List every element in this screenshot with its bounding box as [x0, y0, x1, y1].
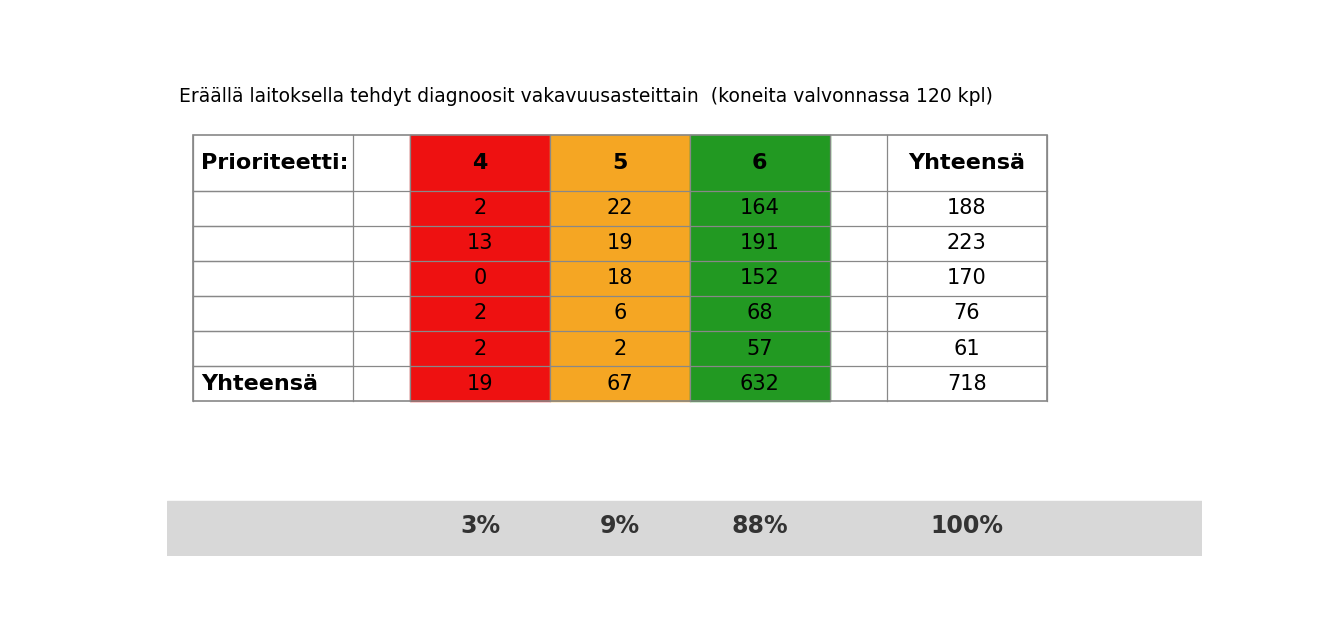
Text: 9%: 9% — [600, 514, 640, 538]
Text: 68: 68 — [747, 304, 774, 324]
Text: 4: 4 — [473, 153, 488, 173]
Text: 67: 67 — [607, 374, 633, 394]
Text: 0: 0 — [473, 268, 486, 288]
Text: 632: 632 — [740, 374, 780, 394]
Text: 2: 2 — [473, 198, 486, 218]
Text: 2: 2 — [473, 339, 486, 359]
Text: 170: 170 — [947, 268, 987, 288]
Text: 164: 164 — [740, 198, 780, 218]
Text: 718: 718 — [947, 374, 987, 394]
Text: 88%: 88% — [731, 514, 788, 538]
Text: 223: 223 — [947, 233, 987, 253]
Text: 18: 18 — [607, 268, 633, 288]
Text: 6: 6 — [752, 153, 767, 173]
Text: 19: 19 — [466, 374, 493, 394]
Text: 191: 191 — [740, 233, 780, 253]
Text: 152: 152 — [740, 268, 780, 288]
Text: 57: 57 — [747, 339, 774, 359]
Text: 188: 188 — [947, 198, 986, 218]
Text: Yhteensä: Yhteensä — [202, 374, 318, 394]
Text: 100%: 100% — [930, 514, 1003, 538]
Text: 19: 19 — [607, 233, 633, 253]
Text: 2: 2 — [613, 339, 627, 359]
Text: 61: 61 — [954, 339, 981, 359]
Text: Prioriteetti:: Prioriteetti: — [202, 153, 349, 173]
Text: 6: 6 — [613, 304, 627, 324]
Text: 13: 13 — [468, 233, 493, 253]
Text: 22: 22 — [607, 198, 633, 218]
Text: Yhteensä: Yhteensä — [908, 153, 1025, 173]
Text: 3%: 3% — [460, 514, 500, 538]
Text: 2: 2 — [473, 304, 486, 324]
Text: Eräällä laitoksella tehdyt diagnoosit vakavuusasteittain  (koneita valvonnassa 1: Eräällä laitoksella tehdyt diagnoosit va… — [179, 87, 993, 106]
Text: 5: 5 — [612, 153, 628, 173]
Text: 76: 76 — [954, 304, 981, 324]
